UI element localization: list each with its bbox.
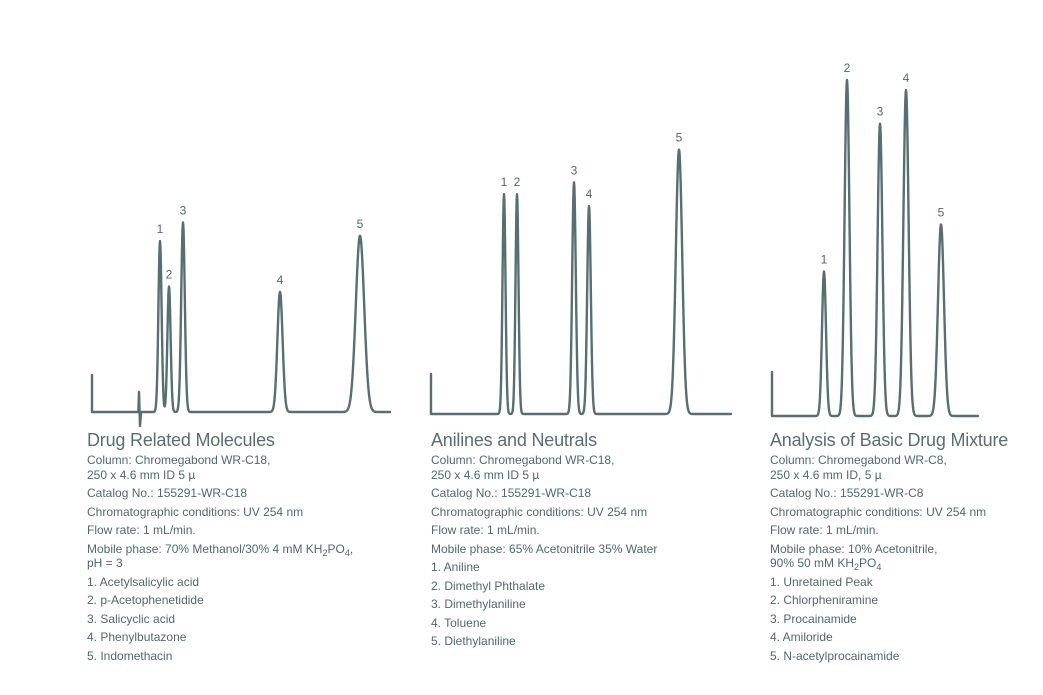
peak-label: 5 xyxy=(357,217,364,231)
compound-item: 4. Phenylbutazone xyxy=(87,630,187,644)
conditions-line: Chromatographic conditions: UV 254 nm xyxy=(770,504,987,519)
compound-item: 5. Diethylaniline xyxy=(431,634,516,648)
peak-label: 4 xyxy=(903,71,910,85)
flow-rate-line: Flow rate: 1 mL/min. xyxy=(87,523,196,537)
compound-list: 1. Aniline 2. Dimethyl Phthalate 3. Dime… xyxy=(431,560,771,649)
catalog-line: Catalog No.: 155291-WR-C8 xyxy=(770,486,924,500)
compound-item: 2. Dimethyl Phthalate xyxy=(431,578,546,593)
compound-item: 4. Toluene xyxy=(431,615,487,630)
compound-item: 1. Aniline xyxy=(431,560,480,574)
compound-item: 2. Chlorpheniramine xyxy=(770,593,879,607)
mobile-phase-line: Mobile phase: 10% Acetonitrile, xyxy=(770,541,938,556)
chromatogram-plot: 1 2 3 4 5 xyxy=(770,61,980,418)
conditions-line: Chromatographic conditions: UV 254 nm xyxy=(431,504,648,519)
compound-list: 1. Acetylsalicylic acid 2. p-Acetophenet… xyxy=(87,575,427,664)
catalog-line: Catalog No.: 155291-WR-C18 xyxy=(431,486,592,500)
compound-item: 3. Dimethylaniline xyxy=(431,597,526,611)
mobile-phase-line: Mobile phase: 65% Acetonitrile 35% Water xyxy=(431,541,658,556)
mobile-phase-line: Mobile phase: 70% Methanol/30% 4 mM KH2P… xyxy=(87,541,427,558)
mobile-phase-text: 90% 50 mM KH xyxy=(770,556,855,570)
chromatogram-trace xyxy=(429,148,733,416)
subscript: 2 xyxy=(854,562,860,572)
chromatogram-plot: 1 2 3 4 5 xyxy=(90,203,392,428)
panel-title: Anilines and Neutrals xyxy=(431,430,597,450)
compound-item: 3. Salicyclic acid xyxy=(87,611,176,626)
flow-rate-line: Flow rate: 1 mL/min. xyxy=(431,523,540,537)
catalog-line: Catalog No.: 155291-WR-C18 xyxy=(87,486,248,500)
conditions-line: Chromatographic conditions: UV 254 nm xyxy=(87,504,304,519)
compound-item: 2. p-Acetophenetidide xyxy=(87,593,204,607)
compound-item: 3. Procainamide xyxy=(770,611,857,626)
panel-title: Drug Related Molecules xyxy=(87,430,275,450)
chromatogram-panel-drug-related: 1 2 3 4 5 Drug Related Molecules Column: Chr… xyxy=(0,0,392,695)
chromatogram-panel-basic-drug: 1 2 3 4 5 Analysis of Basic Drug Mixture Col… xyxy=(690,0,1043,695)
flow-rate-line: Flow rate: 1 mL/min. xyxy=(770,523,879,537)
peak-label: 4 xyxy=(277,273,284,287)
compound-item: 5. Indomethacin xyxy=(87,648,173,663)
panel-title: Analysis of Basic Drug Mixture xyxy=(770,430,1009,450)
compound-item: 5. N-acetylprocainamide xyxy=(770,648,900,663)
subscript: 4 xyxy=(344,547,350,558)
column-line: Column: Chromegabond WR-C8, xyxy=(770,453,947,467)
column-spec-line: 250 x 4.6 mm ID, 5 µ xyxy=(770,467,882,482)
peak-label: 5 xyxy=(938,205,945,219)
compound-item: 1. Unretained Peak xyxy=(770,574,873,589)
caption: Analysis of Basic Drug Mixture Column: C… xyxy=(770,430,1043,667)
peak-label: 1 xyxy=(157,222,164,236)
mobile-phase-line-2: pH = 3 xyxy=(87,556,123,570)
column-spec-line: 250 x 4.6 mm ID 5 µ xyxy=(431,467,540,482)
compound-item: 1. Acetylsalicylic acid xyxy=(87,574,200,589)
subscript: 2 xyxy=(322,547,328,558)
peak-label: 3 xyxy=(180,203,187,217)
column-line: Column: Chromegabond WR-C18, xyxy=(87,453,271,467)
peak-label: 1 xyxy=(821,253,828,267)
mobile-phase-text: , xyxy=(349,541,354,556)
caption: Drug Related Molecules Column: Chromegab… xyxy=(87,430,427,667)
mobile-phase-text: PO xyxy=(327,541,345,556)
peak-label: 1 xyxy=(501,175,508,189)
peak-label: 2 xyxy=(166,268,173,282)
compound-list: 1. Unretained Peak 2. Chlorpheniramine 3… xyxy=(770,575,1043,664)
peak-label: 4 xyxy=(586,187,593,201)
peak-label: 2 xyxy=(844,61,851,75)
mobile-phase-line-2: 90% 50 mM KH2PO4 xyxy=(770,556,1043,572)
column-line: Column: Chromegabond WR-C18, xyxy=(431,453,615,467)
caption: Anilines and Neutrals Column: Chromegabo… xyxy=(431,430,771,653)
chromatogram-trace xyxy=(90,221,392,428)
mobile-phase-text: Mobile phase: 70% Methanol/30% 4 mM KH xyxy=(87,541,323,556)
subscript: 4 xyxy=(876,562,882,572)
peak-label: 3 xyxy=(571,163,578,177)
column-spec-line: 250 x 4.6 mm ID 5 µ xyxy=(87,467,196,482)
peak-label: 2 xyxy=(514,175,521,189)
peak-label: 5 xyxy=(676,131,683,145)
mobile-phase-text: PO xyxy=(859,556,877,570)
chromatogram-trace xyxy=(770,78,980,418)
compound-item: 4. Amiloride xyxy=(770,630,833,644)
peak-label: 3 xyxy=(877,105,884,119)
